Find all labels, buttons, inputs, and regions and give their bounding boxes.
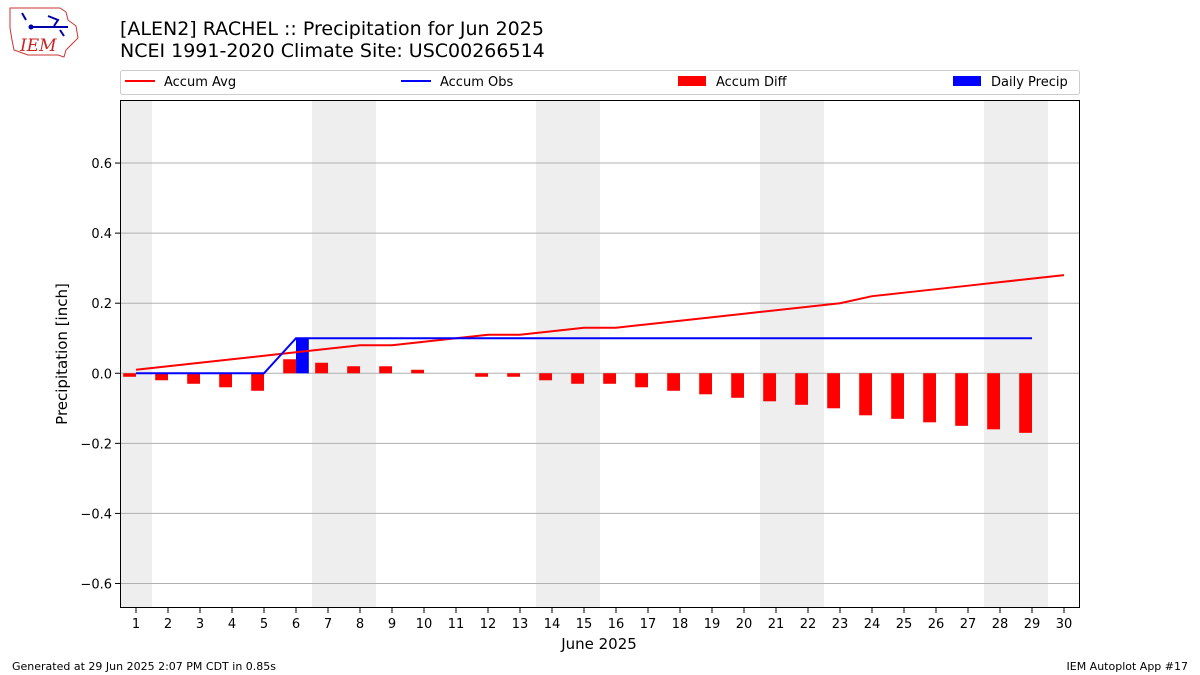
- y-axis-label: Precipitation [inch]: [53, 283, 71, 425]
- accum-diff-bar-22: [795, 373, 808, 405]
- iem-logo: IEM: [9, 7, 79, 58]
- accum-diff-bar-15: [571, 373, 584, 384]
- accum-diff-bar-25: [891, 373, 904, 419]
- x-tick-label: 21: [768, 617, 785, 632]
- x-tick-label: 10: [416, 617, 433, 632]
- x-tick-label: 14: [544, 617, 561, 632]
- accum-diff-bar-23: [827, 373, 840, 409]
- x-tick-label: 13: [512, 617, 529, 632]
- legend-label-accum-diff: Accum Diff: [716, 75, 788, 90]
- x-axis-ticks: 1 2 3 4 5 6 7 8 9 10 11 12 13 14 15 16 17 18 19 20 21 22 23 24 2…: [132, 608, 1072, 632]
- x-tick-label: 6: [292, 617, 300, 632]
- x-tick-label: 1: [132, 617, 140, 632]
- x-tick-label: 26: [928, 617, 945, 632]
- y-tick-label: −0.4: [80, 507, 112, 522]
- logo-text: IEM: [19, 36, 57, 56]
- weekend-shade-1: [120, 100, 152, 608]
- chart-title: [ALEN2] RACHEL :: Precipitation for Jun …: [120, 18, 544, 40]
- accum-diff-bar-7: [315, 362, 328, 374]
- x-tick-label: 17: [640, 617, 657, 632]
- y-tick-label: 0.2: [91, 297, 112, 312]
- accum-diff-bar-17: [635, 373, 648, 388]
- x-tick-label: 24: [864, 617, 881, 632]
- legend-label-accum-obs: Accum Obs: [440, 75, 513, 90]
- x-tick-label: 2: [164, 617, 172, 632]
- x-tick-label: 18: [672, 617, 689, 632]
- y-tick-label: 0.4: [91, 227, 112, 242]
- x-tick-label: 19: [704, 617, 721, 632]
- lines: [135, 274, 1065, 375]
- legend-label-accum-avg: Accum Avg: [164, 75, 236, 90]
- x-tick-label: 23: [832, 617, 849, 632]
- accum-diff-bar-24: [859, 373, 872, 416]
- legend-label-daily-precip: Daily Precip: [991, 75, 1068, 90]
- accum-diff-bar-6: [283, 359, 296, 374]
- accum-diff-bar-3: [187, 373, 200, 384]
- footer-generated-text: Generated at 29 Jun 2025 2:07 PM CDT in …: [12, 660, 276, 673]
- accum-diff-bar-29: [1019, 373, 1032, 433]
- y-tick-label: 0.6: [91, 157, 112, 172]
- accum-diff-bar-8: [347, 366, 360, 374]
- x-tick-label: 3: [196, 617, 204, 632]
- accum-diff-bar-20: [731, 373, 744, 398]
- accum-diff-bar-5: [251, 373, 264, 391]
- y-tick-label: 0.0: [91, 367, 112, 382]
- accum-diff-bar-13: [507, 373, 520, 377]
- accum-diff-bar-4: [219, 373, 232, 388]
- accum-diff-bar-12: [475, 373, 488, 377]
- accum-diff-bar-28: [987, 373, 1000, 430]
- accum-avg-line: [135, 274, 1065, 371]
- y-gridlines: [120, 162, 1080, 584]
- x-tick-label: 15: [576, 617, 593, 632]
- legend: Accum Avg Accum Obs Accum Diff Daily Pre…: [120, 70, 1080, 95]
- x-tick-label: 5: [260, 617, 268, 632]
- x-tick-label: 28: [992, 617, 1009, 632]
- y-tick-label: −0.6: [80, 577, 112, 592]
- accum-diff-bar-14: [539, 373, 552, 381]
- x-tick-label: 25: [896, 617, 913, 632]
- footer-app-text: IEM Autoplot App #17: [1067, 660, 1189, 673]
- legend-swatch-accum-diff: [678, 76, 706, 86]
- weekend-shade-28: [984, 100, 1048, 608]
- x-tick-label: 9: [388, 617, 396, 632]
- weekend-shading: [120, 100, 1048, 608]
- x-tick-label: 8: [356, 617, 364, 632]
- accum-diff-bar-18: [667, 373, 680, 391]
- accum-diff-bar-16: [603, 373, 616, 384]
- accum-diff-bar-27: [955, 373, 968, 426]
- accum-diff-bar-2: [155, 373, 168, 381]
- bars: [123, 338, 1032, 433]
- x-tick-label: 7: [324, 617, 332, 632]
- y-tick-label: −0.2: [80, 437, 112, 452]
- weekend-shade-7: [312, 100, 376, 608]
- y-axis-ticks: −0.6 −0.4 −0.2 0.0 0.2 0.4 0.6: [80, 157, 120, 592]
- accum-diff-bar-9: [379, 366, 392, 374]
- x-tick-label: 22: [800, 617, 817, 632]
- chart-subtitle: NCEI 1991-2020 Climate Site: USC00266514: [120, 40, 545, 62]
- weekend-shade-21: [760, 100, 824, 608]
- x-tick-label: 29: [1024, 617, 1041, 632]
- daily-precip-bar-6: [296, 338, 309, 374]
- x-tick-label: 30: [1056, 617, 1073, 632]
- accum-diff-bar-21: [763, 373, 776, 402]
- accum-diff-bar-19: [699, 373, 712, 395]
- accum-diff-bar-10: [411, 369, 424, 374]
- weekend-shade-14: [536, 100, 600, 608]
- station-icon: [21, 12, 68, 37]
- x-axis-label: June 2025: [560, 635, 637, 653]
- x-tick-label: 20: [736, 617, 753, 632]
- legend-swatch-daily-precip: [953, 76, 981, 86]
- plot-frame: [120, 100, 1080, 608]
- accum-diff-bar-1: [123, 373, 136, 377]
- x-tick-label: 11: [448, 617, 465, 632]
- x-tick-label: 12: [480, 617, 497, 632]
- accum-diff-bar-26: [923, 373, 936, 423]
- x-tick-label: 27: [960, 617, 977, 632]
- x-tick-label: 16: [608, 617, 625, 632]
- x-tick-label: 4: [228, 617, 236, 632]
- accum-obs-line: [136, 337, 1032, 375]
